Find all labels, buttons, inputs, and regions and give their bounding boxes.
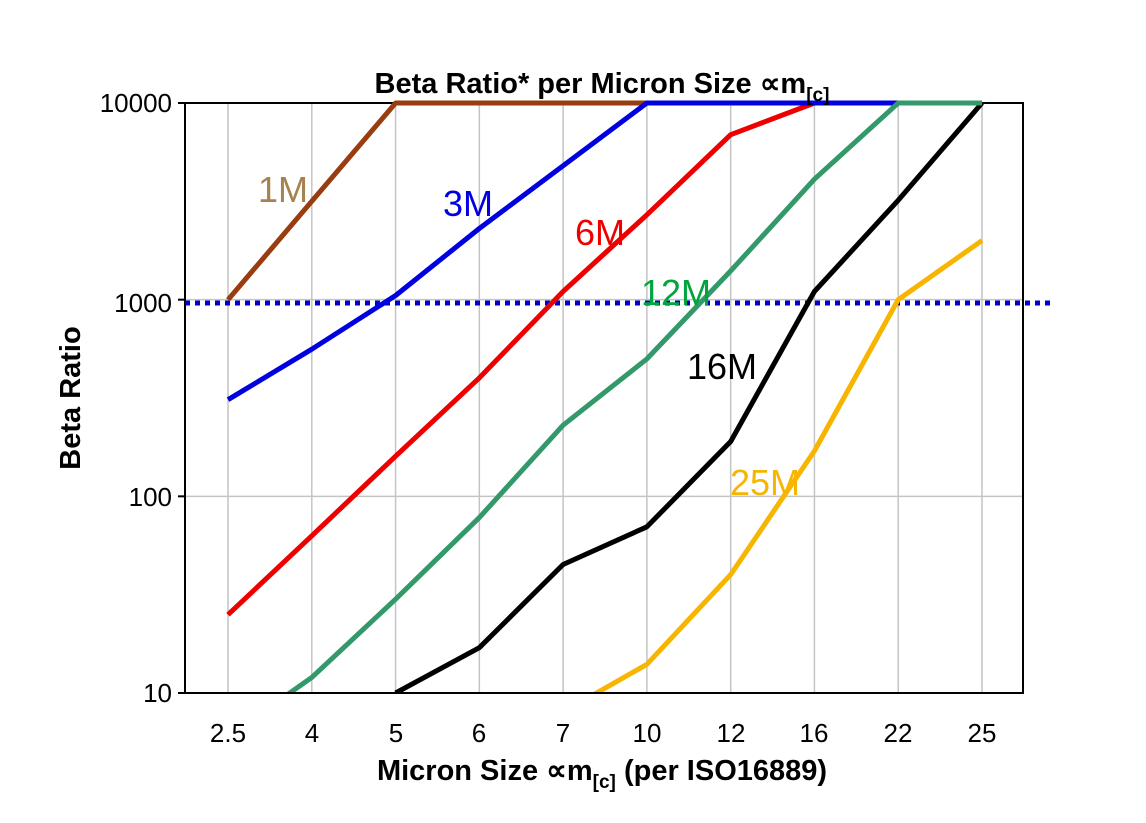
- y-axis-title: Beta Ratio: [55, 326, 87, 469]
- y-tick-label-10: 10: [143, 678, 172, 708]
- gridlines: [178, 102, 1023, 694]
- proportional-symbol: ∝m: [546, 755, 593, 787]
- y-tick-label-100: 100: [129, 482, 172, 512]
- x-axis-title-subscript: [c]: [593, 772, 616, 793]
- x-tick-label-6: 6: [472, 718, 486, 748]
- x-tick-label-5: 5: [389, 718, 403, 748]
- series-label-25m: 25M: [730, 462, 800, 503]
- x-tick-label-7: 7: [556, 718, 570, 748]
- series-line-1m: [226, 100, 647, 302]
- x-tick-label-16: 16: [800, 718, 829, 748]
- y-tick-label-1000: 1000: [114, 288, 172, 318]
- series-labels: 1M 3M 6M 12M 16M 25M: [258, 169, 800, 503]
- y-tick-label-10000: 10000: [100, 88, 172, 118]
- series-label-6m: 6M: [575, 212, 625, 253]
- series-line-16m: [394, 101, 984, 692]
- series-line-3m: [226, 100, 899, 402]
- x-tick-label-12: 12: [717, 718, 746, 748]
- series-line-25m: [593, 238, 984, 692]
- x-tick-label-25: 25: [968, 718, 997, 748]
- chart-title-text: Beta Ratio* per Micron Size: [375, 68, 760, 100]
- series-label-16m: 16M: [687, 346, 757, 387]
- proportional-symbol: ∝m: [760, 68, 807, 100]
- chart-title: Beta Ratio* per Micron Size ∝m[c]: [375, 68, 830, 106]
- series-lines: [226, 100, 984, 692]
- x-axis-title-text: Micron Size: [377, 755, 546, 787]
- x-tick-label-22: 22: [884, 718, 913, 748]
- series-line-6m: [226, 100, 816, 617]
- series-line-12m: [286, 100, 982, 692]
- plot-border: [184, 102, 1024, 694]
- series-label-3m: 3M: [443, 183, 493, 224]
- series-label-12m: 12M: [641, 272, 711, 313]
- x-tick-label-4: 4: [305, 718, 319, 748]
- chart-title-subscript: [c]: [806, 85, 829, 106]
- series-label-1m: 1M: [258, 169, 308, 210]
- x-axis-title-suffix: (per ISO16889): [616, 755, 827, 787]
- x-tick-label-2-5: 2.5: [210, 718, 246, 748]
- x-axis-title: Micron Size ∝m[c] (per ISO16889): [377, 755, 827, 793]
- x-tick-label-10: 10: [633, 718, 662, 748]
